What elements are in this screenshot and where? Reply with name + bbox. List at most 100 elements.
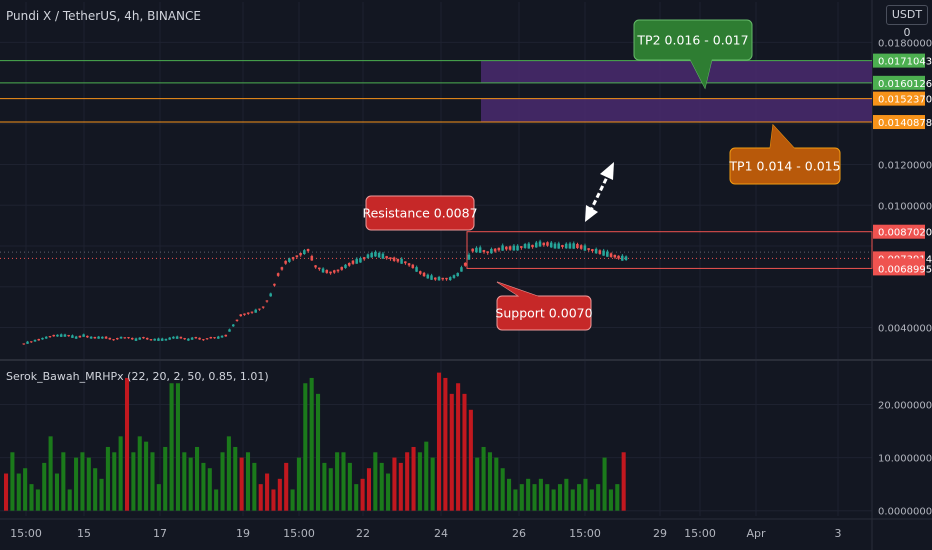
candle-body	[527, 243, 531, 249]
histogram-bar	[583, 478, 588, 511]
candle-body	[463, 262, 467, 266]
candle-body	[344, 264, 347, 268]
currency-unit-button[interactable]: USDT 0	[886, 5, 928, 39]
candle-body	[624, 256, 628, 261]
candle-body	[374, 251, 377, 257]
candle-body	[460, 267, 463, 272]
candle-body	[246, 312, 250, 314]
histogram-bar	[303, 383, 308, 511]
histogram-bar	[436, 372, 442, 511]
indicator-tick-label: 20.0000000	[878, 400, 932, 411]
candle-body	[396, 259, 400, 262]
indicator-tick-label: 0.0000000	[878, 507, 932, 518]
histogram-bar	[545, 484, 550, 511]
histogram-bar	[99, 478, 104, 511]
candle-body	[243, 313, 246, 315]
candle-body	[576, 243, 579, 249]
histogram-bar	[328, 468, 333, 511]
candle-body	[41, 337, 44, 340]
tp1-callout-text: TP1 0.014 - 0.015	[728, 159, 840, 174]
histogram-bar	[48, 436, 53, 511]
support-callout[interactable]: Support 0.0070	[495, 281, 593, 331]
candle-body	[508, 246, 512, 250]
candle-body	[44, 336, 48, 339]
candle-body	[366, 254, 370, 258]
histogram-bar	[379, 462, 384, 511]
candle-body	[26, 341, 29, 344]
histogram-bar	[195, 446, 200, 511]
time-tick-label: 15:00	[10, 527, 42, 540]
candle-body	[213, 337, 216, 339]
candle-body	[602, 250, 605, 256]
candle-body	[295, 255, 299, 257]
time-tick-label: 15	[77, 527, 91, 540]
candle-body	[52, 334, 55, 337]
candle-body	[179, 336, 183, 339]
candle-body	[306, 248, 310, 252]
candle-body	[187, 338, 190, 341]
time-tick-label: 29	[653, 527, 667, 540]
tp2-callout[interactable]: TP2 0.016 - 0.017	[633, 19, 753, 90]
histogram-bar	[23, 468, 28, 511]
candle-body	[153, 338, 156, 341]
candle-body	[422, 272, 426, 277]
histogram-bar	[258, 484, 263, 511]
time-tick-label: 15:00	[569, 527, 601, 540]
resistance-callout-text: Resistance 0.0087	[362, 206, 477, 221]
candle-body	[284, 260, 287, 264]
tp1-callout[interactable]: TP1 0.014 - 0.015	[728, 123, 841, 185]
candle-body	[314, 265, 317, 268]
histogram-bar	[86, 457, 91, 511]
histogram-bar	[398, 462, 403, 511]
candle-body	[138, 337, 142, 340]
resistance-callout[interactable]: Resistance 0.0087	[0, 0, 478, 231]
histogram-bar	[214, 489, 219, 511]
candle-body	[89, 336, 93, 339]
histogram-bar	[373, 452, 378, 511]
histogram-bar	[481, 446, 486, 511]
candle-body	[505, 246, 508, 250]
candle-body	[617, 255, 620, 259]
candle-body	[329, 271, 332, 274]
histogram-bar	[93, 468, 98, 511]
tp1-callout-tail-fill	[770, 125, 795, 149]
indicator-label[interactable]: Serok_Bawah_MRHPx (22, 20, 2, 50, 0.85, …	[6, 370, 269, 383]
histogram-bar	[475, 457, 480, 511]
histogram-bar	[500, 468, 505, 511]
price-label-text: 0.0068995	[878, 264, 932, 275]
histogram-bar	[144, 441, 149, 511]
histogram-bar	[284, 462, 289, 511]
candle-body	[389, 257, 392, 260]
candle-body	[621, 255, 624, 261]
candle-body	[400, 258, 403, 264]
histogram-bar	[608, 489, 613, 511]
support-callout-text: Support 0.0070	[495, 306, 592, 321]
target-zone	[481, 60, 872, 83]
histogram-bar	[80, 452, 85, 511]
candle-body	[553, 243, 557, 249]
candle-body	[452, 275, 456, 278]
candle-body	[265, 300, 269, 302]
histogram-bar	[61, 452, 66, 511]
tp2-callout-text: TP2 0.016 - 0.017	[636, 33, 748, 48]
histogram-bar	[507, 478, 512, 511]
candle-body	[269, 293, 272, 297]
time-tick-label: 17	[153, 527, 167, 540]
histogram-bar	[105, 446, 110, 511]
candle-body	[594, 248, 598, 254]
symbol-title[interactable]: Pundi X / TetherUS, 4h, BINANCE	[6, 9, 201, 23]
candle-body	[149, 339, 153, 341]
candle-body	[56, 334, 59, 337]
candle-body	[104, 336, 108, 339]
histogram-bar	[124, 377, 130, 511]
histogram-bar	[220, 452, 225, 511]
resistance-callout-box	[365, 195, 475, 231]
histogram-bar	[430, 457, 435, 511]
price-tick-label: 0.0040000	[878, 323, 932, 334]
histogram-bar	[577, 484, 582, 511]
candle-body	[441, 277, 445, 280]
histogram-bar	[271, 489, 276, 511]
candle-body	[347, 262, 351, 266]
price-tick-label: 0.0180000	[878, 38, 932, 49]
